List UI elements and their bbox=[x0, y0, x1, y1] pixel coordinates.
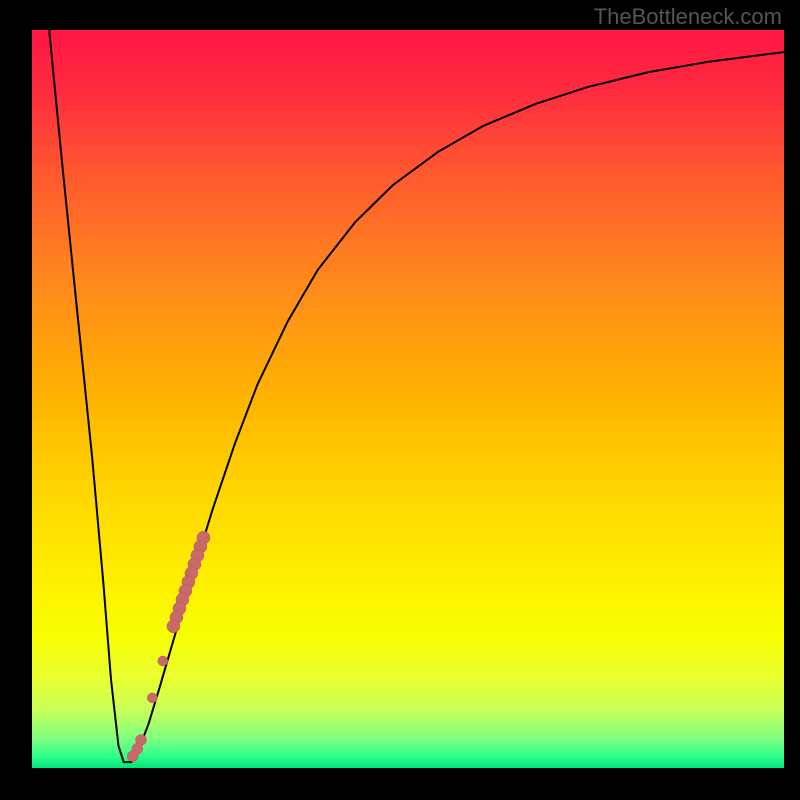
bottleneck-curve bbox=[47, 30, 784, 762]
chart-svg bbox=[32, 30, 784, 768]
data-marker bbox=[158, 656, 168, 666]
plot-area bbox=[32, 30, 784, 768]
marker-group bbox=[127, 531, 210, 762]
data-marker bbox=[147, 693, 157, 703]
data-marker bbox=[167, 620, 180, 633]
data-marker bbox=[127, 751, 138, 762]
watermark-text: TheBottleneck.com bbox=[594, 4, 782, 30]
